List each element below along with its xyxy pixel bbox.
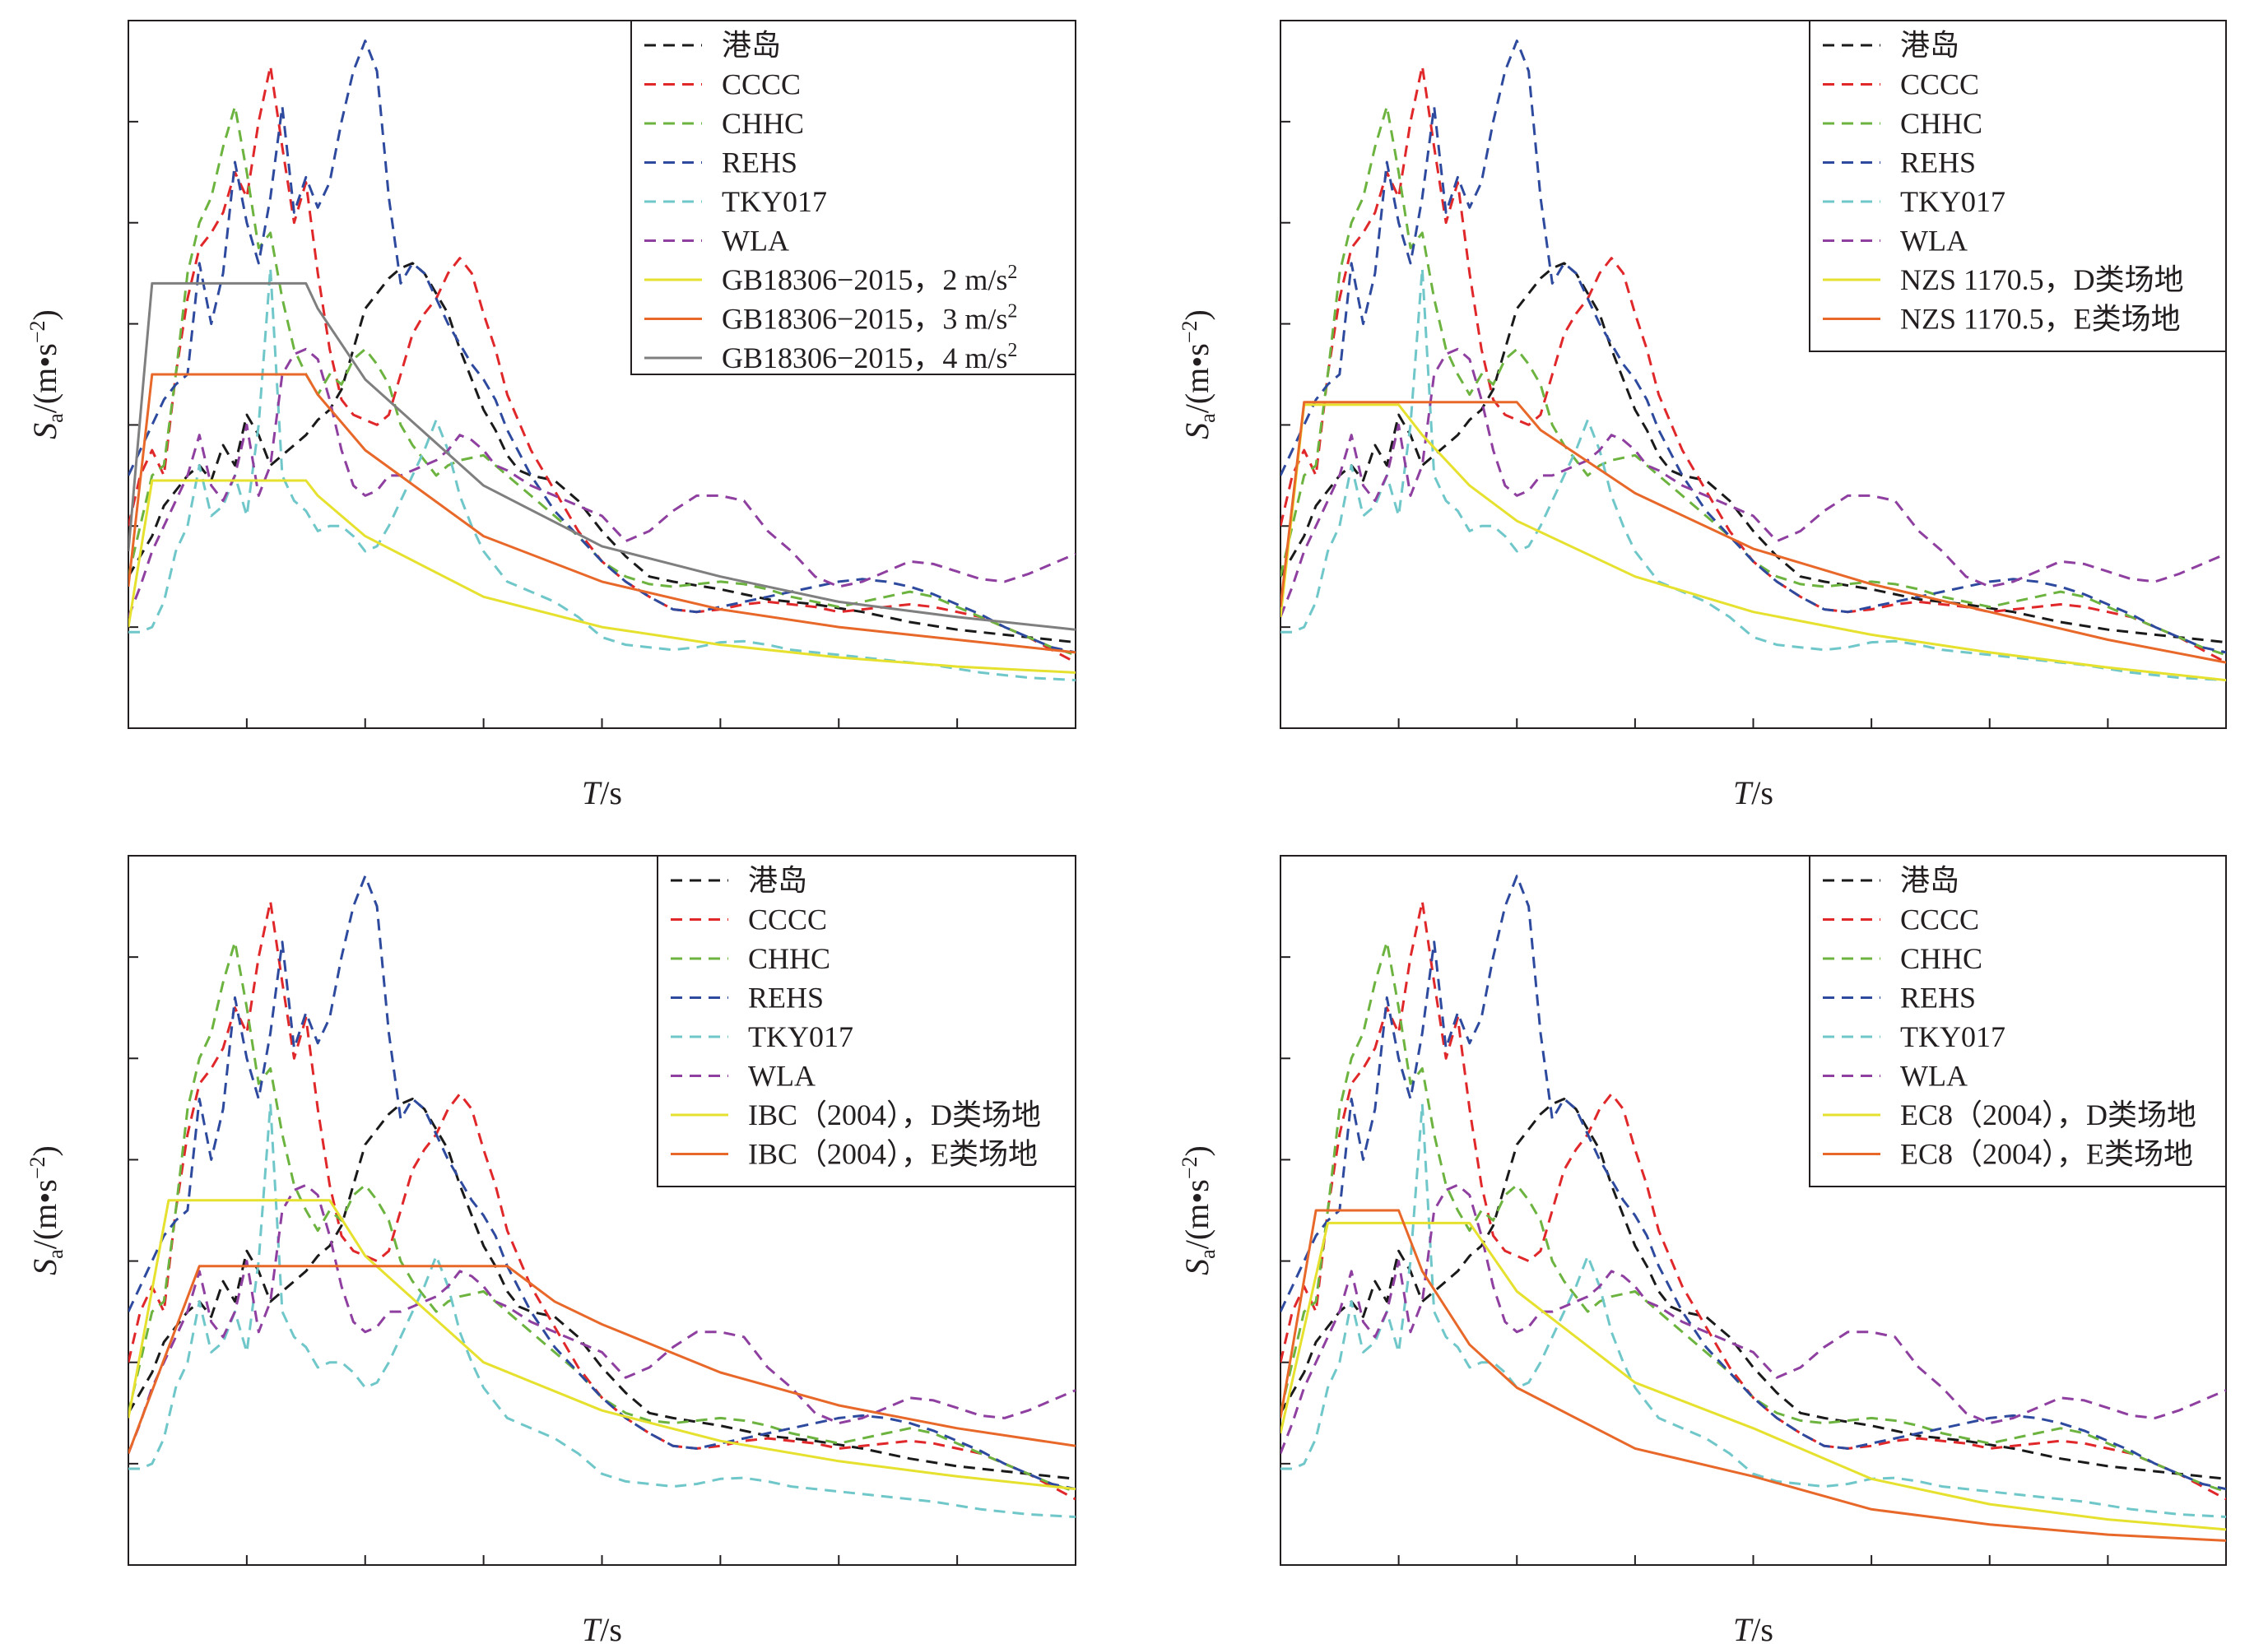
series-line-cccc (1280, 64, 2226, 664)
series-line-standard-7 (128, 1265, 1076, 1455)
legend-entry: CCCC (1900, 68, 1979, 101)
legend-box (630, 20, 1076, 375)
legend-entry: WLA (748, 1060, 816, 1093)
legend-entry: 港岛 (1900, 864, 1959, 897)
legend: 港岛 CCCC CHHC REHS TKY017 WLA EC8（2004），D类场地 EC8… (1809, 855, 2227, 1187)
series-line-gangdao (1280, 262, 2226, 644)
legend-entry: IBC（2004），D类场地 (748, 1098, 1041, 1131)
legend-entry: CCCC (1900, 903, 1979, 936)
series-line-tky017 (128, 267, 1076, 682)
legend-entry: GB18306−2015，2 m/s2 (722, 262, 1017, 296)
legend: 港岛 CCCC CHHC REHS TKY017 WLA IBC（2004），D类场地 IBC… (657, 855, 1076, 1187)
legend-entry: TKY017 (722, 185, 827, 218)
legend-entry: CHHC (722, 107, 804, 140)
legend-entry: 港岛 (748, 864, 807, 897)
legend-entry: CHHC (748, 942, 830, 975)
series-line-wla (1280, 1183, 2226, 1455)
series-line-wla (1280, 347, 2226, 618)
legend-entry: CHHC (1900, 942, 1982, 975)
series-line-standard-7 (128, 373, 1076, 654)
legend-entry: 港岛 (722, 29, 781, 62)
y-axis-label: Sa/(m•s−2) (1178, 309, 1220, 439)
series-line-gangdao (1280, 1098, 2226, 1480)
series-line-chhc (128, 940, 1076, 1493)
legend-entry: REHS (1900, 982, 1976, 1015)
x-axis-label: T/s (1733, 774, 1773, 811)
legend-entry: 港岛 (1900, 29, 1959, 62)
series-line-chhc (1280, 940, 2226, 1493)
series-line-tky017 (1280, 267, 2226, 682)
legend-box (1809, 20, 2227, 352)
series-line-wla (128, 347, 1076, 618)
legend-entry: EC8（2004），E类场地 (1900, 1138, 2193, 1171)
series-line-rehs (1280, 875, 2226, 1491)
y-axis-label: Sa/(m•s−2) (1178, 1145, 1220, 1275)
legend-entry: REHS (722, 146, 797, 179)
legend-entry: REHS (748, 982, 824, 1015)
series-line-standard-7 (1280, 401, 2226, 664)
series-line-chhc (128, 104, 1076, 657)
series-line-cccc (128, 64, 1076, 664)
x-axis-label: T/s (1733, 1611, 1773, 1644)
series-lines (1280, 39, 2226, 682)
series-line-gangdao (128, 262, 1076, 644)
series-line-rehs (128, 875, 1076, 1491)
x-axis-label: T/s (582, 774, 622, 811)
legend-entry: TKY017 (1900, 1020, 2005, 1053)
legend-entry: TKY017 (1900, 185, 2005, 218)
series-line-tky017 (1280, 1103, 2226, 1518)
chart-panel-4: T/s Sa/(m•s−2) 港岛 CCCC CHHC REHS TKY017 WLA EC8（… (1178, 855, 2227, 1644)
legend-entry: GB18306−2015，4 m/s2 (722, 340, 1017, 374)
series-line-standard-7 (1280, 1209, 2226, 1542)
legend-entry: WLA (1900, 1060, 1968, 1093)
chart-panel-2: T/s Sa/(m•s−2) 港岛 CCCC CHHC REHS TKY017 WLA NZS … (1178, 20, 2227, 811)
legend: 港岛 CCCC CHHC REHS TKY017 WLA NZS 1170.5，D类场地 NZ… (1809, 20, 2227, 352)
x-axis-label: T/s (582, 1611, 622, 1644)
series-lines (1280, 875, 2226, 1542)
series-lines (128, 39, 1076, 682)
legend-entry: IBC（2004），E类场地 (748, 1138, 1038, 1171)
legend-entry: NZS 1170.5，D类场地 (1900, 263, 2184, 296)
legend-entry: CCCC (748, 903, 827, 936)
chart-panel-3: T/s Sa/(m•s−2) 港岛 CCCC CHHC REHS TKY017 WLA IBC（… (26, 855, 1076, 1644)
series-line-gangdao (128, 1098, 1076, 1480)
series-line-chhc (1280, 104, 2226, 657)
legend-entry: GB18306−2015，3 m/s2 (722, 301, 1017, 336)
legend-entry: REHS (1900, 146, 1976, 179)
legend-entry: NZS 1170.5，E类场地 (1900, 303, 2181, 336)
series-line-standard-6 (128, 1199, 1076, 1491)
legend: 港岛 CCCC CHHC REHS TKY017 WLA GB18306−2015，2 m/… (630, 20, 1076, 375)
legend-entry: EC8（2004），D类场地 (1900, 1098, 2196, 1131)
legend-entry: WLA (722, 225, 789, 258)
series-lines (128, 875, 1076, 1518)
legend-entry: WLA (1900, 225, 1968, 258)
legend-entry: CCCC (722, 68, 801, 101)
series-line-standard-8 (128, 281, 1076, 631)
series-line-rehs (1280, 39, 2226, 654)
legend-entry: CHHC (1900, 107, 1982, 140)
y-axis-label: Sa/(m•s−2) (26, 1145, 67, 1275)
series-line-rehs (128, 39, 1076, 654)
chart-panel-1: T/s Sa/(m•s−2) 港岛 CCCC CHHC REHS TKY017 WLA GB18… (26, 20, 1076, 811)
series-line-standard-6 (128, 479, 1076, 674)
legend-box (657, 855, 1076, 1187)
series-line-wla (128, 1183, 1076, 1455)
y-axis-label: Sa/(m•s−2) (26, 309, 67, 439)
series-line-standard-6 (1280, 1221, 2226, 1531)
series-line-standard-6 (1280, 403, 2226, 682)
legend-entry: TKY017 (748, 1020, 853, 1053)
legend-box (1809, 855, 2227, 1187)
series-line-tky017 (128, 1103, 1076, 1518)
